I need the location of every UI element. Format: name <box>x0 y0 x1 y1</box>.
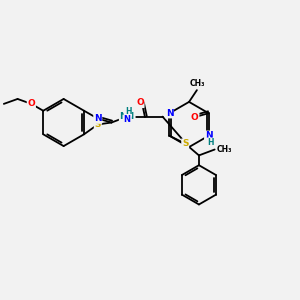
Text: S: S <box>94 120 101 129</box>
Text: N: N <box>124 115 131 124</box>
Text: O: O <box>28 99 35 108</box>
Text: O: O <box>191 112 199 122</box>
Text: NH: NH <box>120 112 135 121</box>
Text: H: H <box>207 138 214 147</box>
Text: S: S <box>182 139 188 148</box>
Text: CH₃: CH₃ <box>217 145 232 154</box>
Text: N: N <box>205 131 212 140</box>
Text: O: O <box>136 98 144 107</box>
Text: H: H <box>125 107 131 116</box>
Text: N: N <box>166 109 173 118</box>
Text: CH₃: CH₃ <box>189 79 205 88</box>
Text: N: N <box>94 114 102 123</box>
